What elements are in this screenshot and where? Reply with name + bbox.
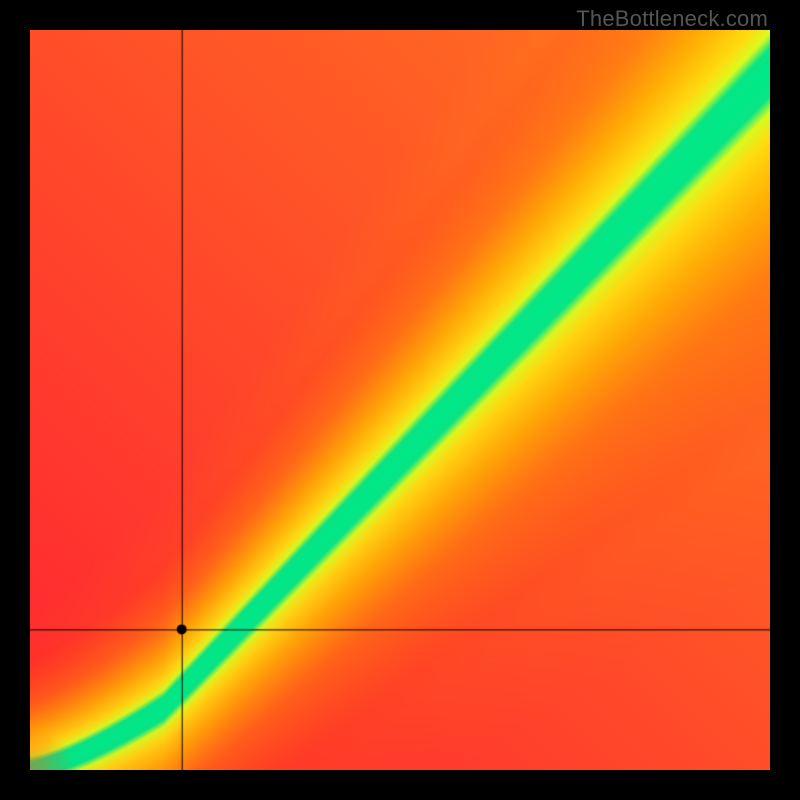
frame-bottom: [0, 770, 800, 800]
chart-container: TheBottleneck.com: [0, 0, 800, 800]
crosshair-overlay: [30, 30, 770, 770]
frame-right: [770, 0, 800, 800]
watermark-text: TheBottleneck.com: [576, 6, 768, 32]
frame-left: [0, 0, 30, 800]
